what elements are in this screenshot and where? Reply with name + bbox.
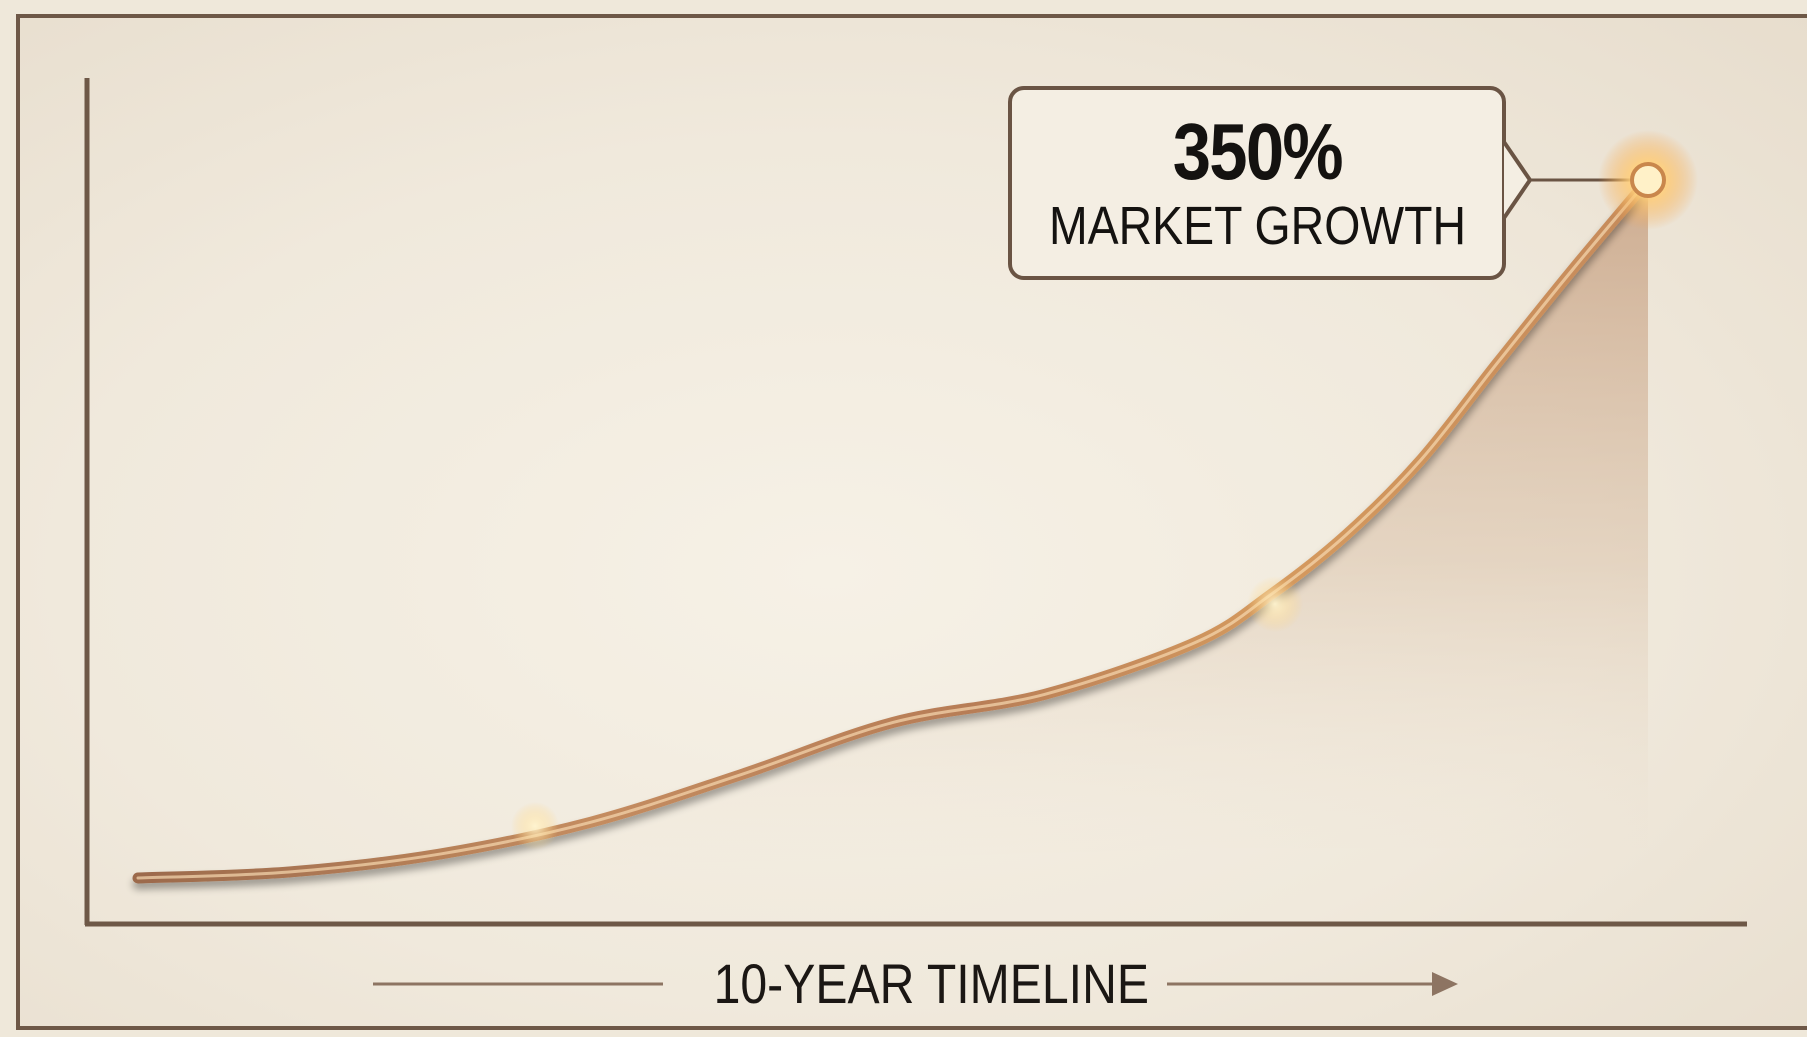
peak-marker bbox=[1630, 162, 1666, 198]
sparkle-left bbox=[511, 802, 559, 850]
callout-label: MARKET GROWTH bbox=[1048, 196, 1466, 256]
callout-pointer bbox=[1502, 140, 1532, 220]
callout-value: 350% bbox=[1172, 107, 1343, 196]
sparkle-right bbox=[1247, 576, 1303, 632]
area-under-curve bbox=[138, 180, 1648, 878]
x-axis-label: 10-YEAR TIMELINE bbox=[713, 952, 1149, 1015]
series-line-highlight bbox=[136, 178, 1650, 880]
peak-callout: 350% MARKET GROWTH bbox=[1010, 88, 1504, 278]
